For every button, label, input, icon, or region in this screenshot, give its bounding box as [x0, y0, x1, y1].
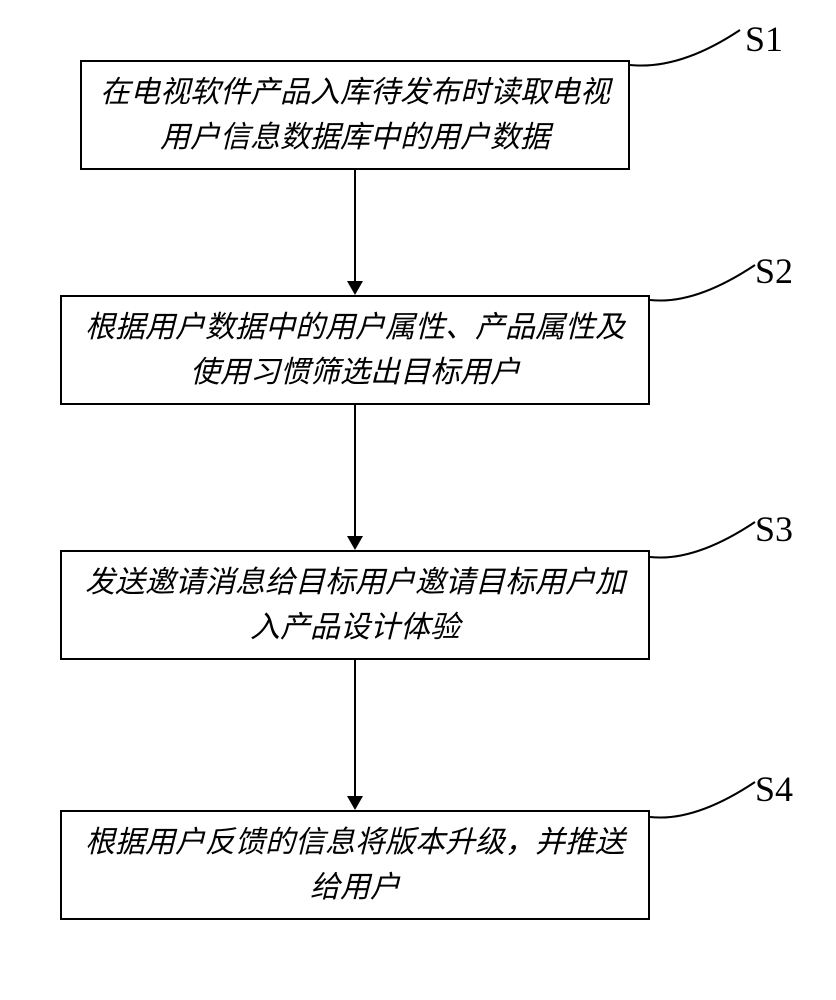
flowchart-box-s4: 根据用户反馈的信息将版本升级，并推送给用户: [60, 810, 650, 920]
arrow-line-1: [354, 170, 356, 281]
box-text-s1: 在电视软件产品入库待发布时读取电视用户信息数据库中的用户数据: [100, 70, 610, 160]
flowchart-container: 在电视软件产品入库待发布时读取电视用户信息数据库中的用户数据 根据用户数据中的用…: [0, 0, 836, 1000]
box-text-s2: 根据用户数据中的用户属性、产品属性及使用习惯筛选出目标用户: [80, 305, 630, 395]
curve-s4: [640, 772, 770, 832]
arrow-head-2: [347, 536, 363, 550]
box-text-s4: 根据用户反馈的信息将版本升级，并推送给用户: [80, 820, 630, 910]
flowchart-box-s2: 根据用户数据中的用户属性、产品属性及使用习惯筛选出目标用户: [60, 295, 650, 405]
curve-s1: [620, 20, 760, 80]
curve-s2: [640, 255, 770, 315]
arrow-head-1: [347, 281, 363, 295]
box-text-s3: 发送邀请消息给目标用户邀请目标用户加入产品设计体验: [80, 560, 630, 650]
flowchart-box-s1: 在电视软件产品入库待发布时读取电视用户信息数据库中的用户数据: [80, 60, 630, 170]
curve-s3: [640, 512, 770, 572]
arrow-line-3: [354, 660, 356, 796]
arrow-line-2: [354, 405, 356, 536]
arrow-head-3: [347, 796, 363, 810]
flowchart-box-s3: 发送邀请消息给目标用户邀请目标用户加入产品设计体验: [60, 550, 650, 660]
